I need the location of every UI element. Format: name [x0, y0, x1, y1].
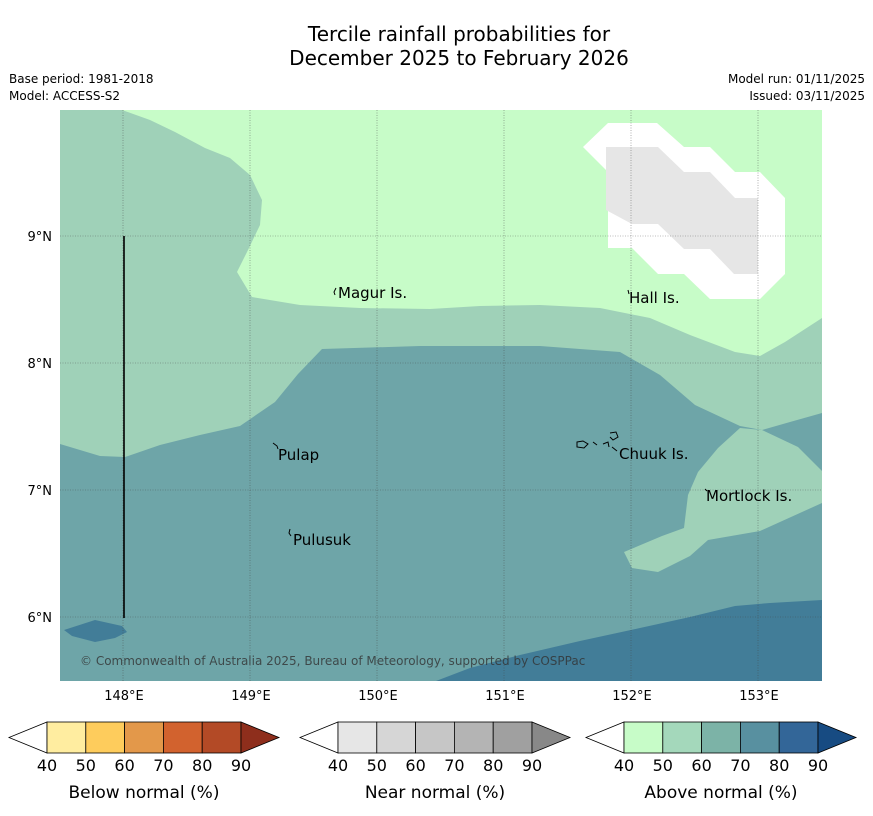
above-tick-50: 50 [653, 756, 673, 775]
island-hall [627, 289, 630, 295]
colorbar-near-title: Near normal (%) [365, 783, 505, 803]
near-tick-60: 60 [405, 756, 425, 775]
colorbar-below-title: Below normal (%) [69, 783, 220, 803]
below-tick-50: 50 [76, 756, 96, 775]
near-tick-40: 40 [328, 756, 348, 775]
near-extend-low [298, 721, 339, 754]
label-chuuk: Chuuk Is. [619, 445, 688, 463]
below-tick-90: 90 [231, 756, 251, 775]
near-tick-90: 90 [522, 756, 542, 775]
map-title-line2: December 2025 to February 2026 [289, 46, 629, 70]
above-extend-low [584, 721, 625, 754]
colorbar-below: 40 50 60 70 80 90 [7, 721, 281, 775]
lat-label-9: 9°N [28, 230, 53, 245]
above-swatch-50 [662, 721, 702, 754]
label-pulusuk: Pulusuk [293, 531, 351, 549]
lon-label-153: 153°E [739, 689, 779, 704]
above-swatch-40 [623, 721, 664, 754]
colorbar-above-title: Above normal (%) [644, 783, 797, 803]
lat-label-8: 8°N [28, 357, 53, 372]
above-swatch-60 [701, 721, 741, 754]
map-title-line1: Tercile rainfall probabilities for [307, 22, 611, 46]
near-swatch-60 [415, 721, 455, 754]
island-mortlock [704, 488, 708, 492]
below-tick-80: 80 [192, 756, 212, 775]
near-swatch-80 [492, 721, 533, 754]
near-swatch-40 [337, 721, 378, 754]
island-pulap [272, 442, 279, 450]
lon-label-152: 152°E [612, 689, 652, 704]
lat-label-6: 6°N [28, 611, 53, 626]
issued-date: Issued: 03/11/2025 [749, 89, 865, 103]
region-near-50-60 [606, 147, 758, 274]
below-swatch-70 [162, 721, 203, 754]
below-swatch-80 [201, 721, 242, 754]
below-tick-40: 40 [37, 756, 57, 775]
model-run: Model run: 01/11/2025 [727, 72, 865, 86]
island-pulusuk [288, 528, 292, 537]
colorbar-near: 40 50 60 70 80 90 [298, 721, 572, 775]
above-swatch-70 [740, 721, 780, 754]
near-swatch-50 [376, 721, 416, 754]
below-tick-60: 60 [114, 756, 134, 775]
label-hall: Hall Is. [629, 289, 680, 307]
lon-label-151: 151°E [485, 689, 525, 704]
near-swatch-70 [453, 721, 494, 754]
island-chuuk [576, 431, 619, 452]
lat-label-7: 7°N [28, 484, 53, 499]
label-pulap: Pulap [278, 446, 319, 464]
colorbar-above: 40 50 60 70 80 90 [584, 721, 858, 775]
region-70-80-west [64, 620, 127, 642]
island-magur [333, 287, 337, 296]
above-tick-70: 70 [730, 756, 750, 775]
island-outlines [272, 287, 708, 537]
region-60-70-main [60, 346, 822, 681]
below-extend-low [7, 721, 48, 754]
below-swatch-60 [124, 721, 164, 754]
below-swatch-50 [85, 721, 126, 754]
above-extend-high [817, 721, 858, 754]
gridlines [60, 110, 822, 681]
copyright-text: © Commonwealth of Australia 2025, Bureau… [80, 654, 585, 668]
lon-label-149: 149°E [231, 689, 271, 704]
near-tick-50: 50 [367, 756, 387, 775]
lon-label-148: 148°E [104, 689, 144, 704]
above-tick-80: 80 [769, 756, 789, 775]
above-swatch-80 [778, 721, 819, 754]
probability-field [60, 110, 822, 681]
lon-label-150: 150°E [358, 689, 398, 704]
above-tick-90: 90 [808, 756, 828, 775]
above-tick-60: 60 [691, 756, 711, 775]
meta-right: Model run: 01/11/2025 Issued: 03/11/2025 [728, 71, 865, 105]
below-swatch-40 [46, 721, 87, 754]
near-extend-high [531, 721, 572, 754]
base-period: Base period: 1981-2018 [9, 72, 154, 86]
map-title: Tercile rainfall probabilities for Decem… [0, 22, 873, 70]
near-tick-80: 80 [483, 756, 503, 775]
meta-left: Base period: 1981-2018 Model: ACCESS-S2 [9, 71, 154, 105]
model-name: Model: ACCESS-S2 [9, 89, 121, 103]
label-mortlock: Mortlock Is. [706, 487, 792, 505]
near-tick-70: 70 [444, 756, 464, 775]
below-tick-70: 70 [153, 756, 173, 775]
region-70-80-south [436, 600, 822, 681]
label-magur: Magur Is. [338, 284, 407, 302]
above-tick-40: 40 [614, 756, 634, 775]
below-extend-high [240, 721, 281, 754]
region-50-60-mortlock [624, 428, 822, 572]
